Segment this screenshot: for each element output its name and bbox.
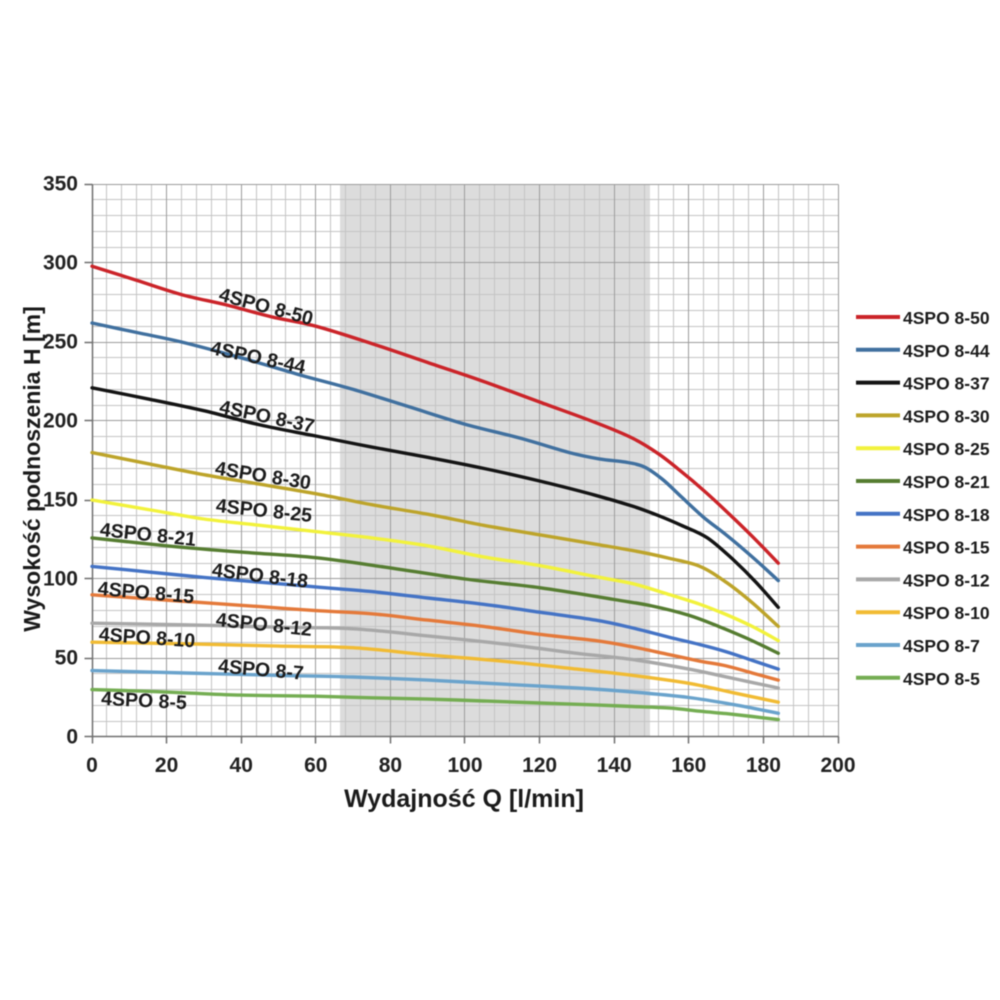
svg-text:4SPO 8-12: 4SPO 8-12 [903, 570, 990, 590]
svg-text:20: 20 [155, 754, 178, 777]
svg-text:4SPO 8-5: 4SPO 8-5 [903, 669, 980, 689]
svg-text:4SPO 8-25: 4SPO 8-25 [903, 439, 990, 459]
svg-text:120: 120 [522, 754, 557, 777]
svg-text:160: 160 [671, 754, 706, 777]
svg-text:200: 200 [820, 754, 855, 777]
svg-text:100: 100 [43, 568, 78, 591]
svg-text:80: 80 [379, 754, 402, 777]
svg-text:140: 140 [597, 754, 632, 777]
svg-text:4SPO 8-10: 4SPO 8-10 [903, 603, 990, 623]
svg-text:4SPO 8-5: 4SPO 8-5 [101, 688, 188, 714]
svg-text:4SPO 8-37: 4SPO 8-37 [903, 374, 990, 394]
svg-text:0: 0 [66, 726, 78, 749]
svg-text:Wydajność Q [l/min]: Wydajność Q [l/min] [344, 785, 584, 813]
svg-text:4SPO 8-44: 4SPO 8-44 [903, 341, 990, 361]
svg-text:100: 100 [447, 754, 482, 777]
svg-text:4SPO 8-18: 4SPO 8-18 [903, 505, 990, 525]
svg-text:Wysokość podnoszenia H [m]: Wysokość podnoszenia H [m] [19, 306, 45, 631]
svg-text:60: 60 [304, 754, 327, 777]
svg-text:250: 250 [43, 331, 78, 354]
svg-text:0: 0 [86, 754, 98, 777]
svg-text:40: 40 [230, 754, 253, 777]
svg-text:4SPO 8-21: 4SPO 8-21 [903, 472, 990, 492]
svg-text:50: 50 [55, 647, 78, 670]
svg-text:200: 200 [43, 410, 78, 433]
svg-text:4SPO 8-7: 4SPO 8-7 [903, 636, 980, 656]
svg-text:150: 150 [43, 489, 78, 512]
svg-text:300: 300 [43, 252, 78, 275]
svg-text:350: 350 [43, 173, 78, 196]
svg-text:180: 180 [746, 754, 781, 777]
svg-text:4SPO 8-50: 4SPO 8-50 [903, 308, 990, 328]
svg-text:4SPO 8-30: 4SPO 8-30 [903, 406, 990, 426]
svg-text:4SPO 8-15: 4SPO 8-15 [903, 538, 990, 558]
